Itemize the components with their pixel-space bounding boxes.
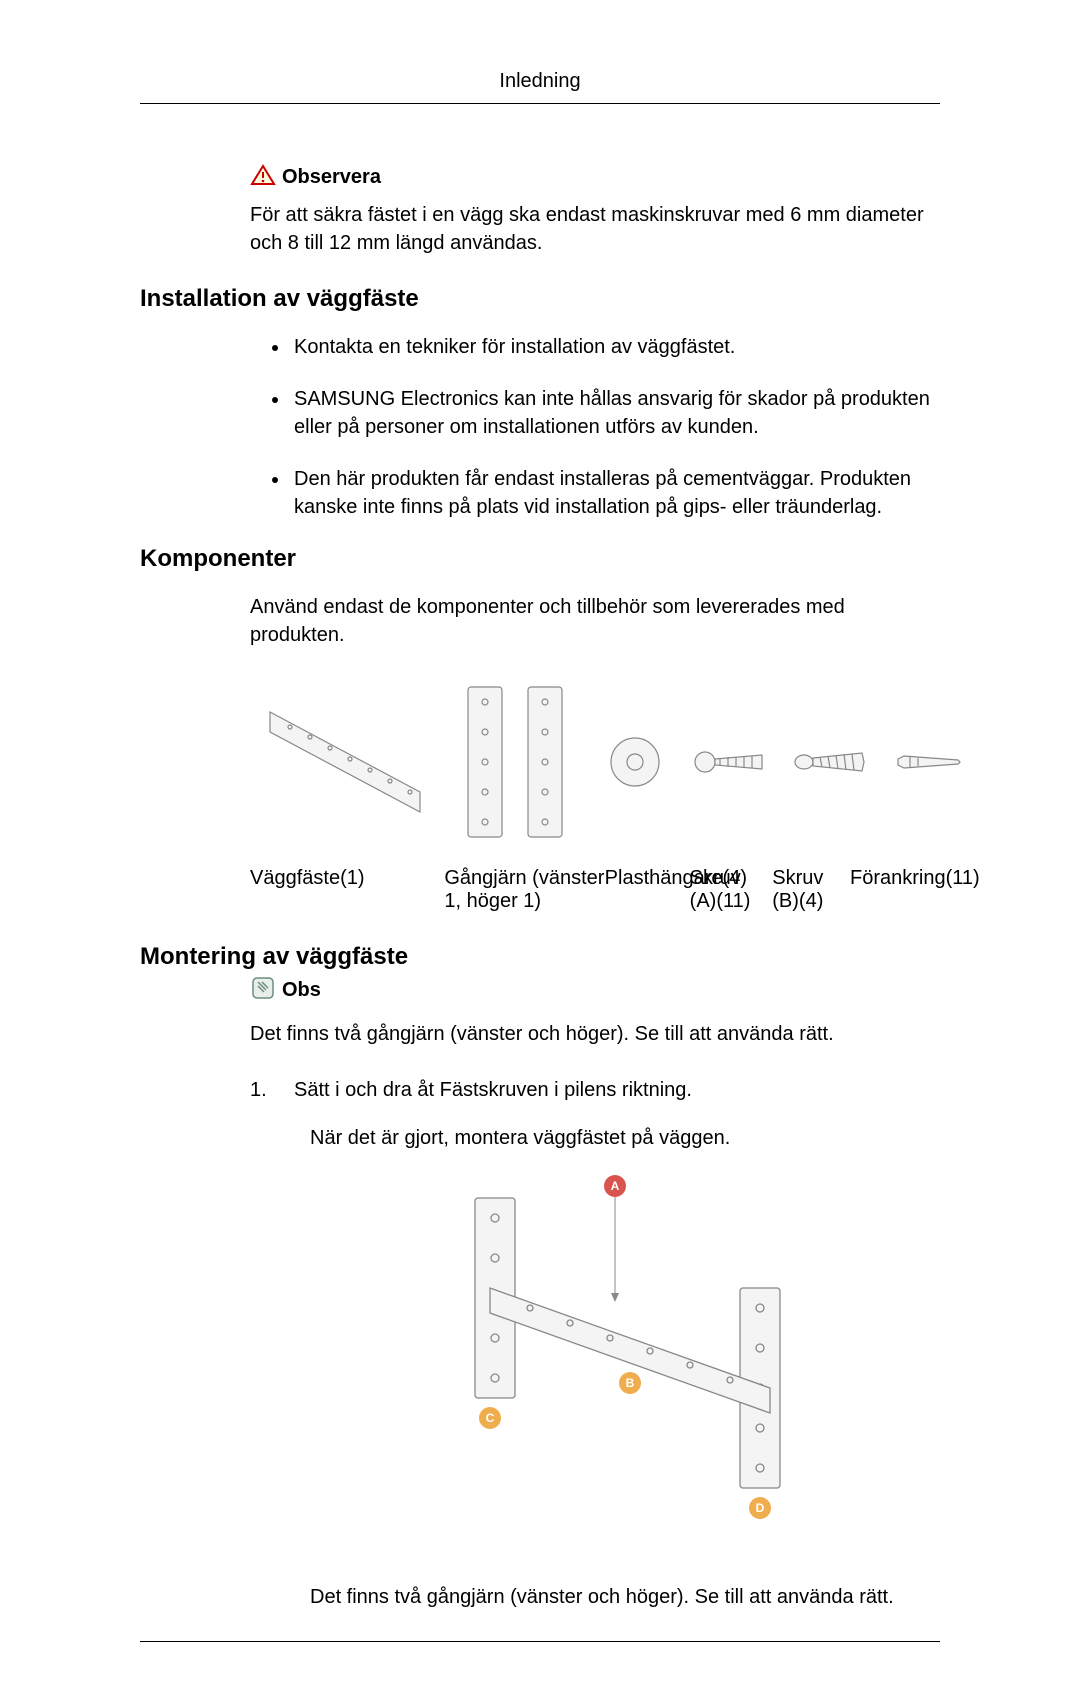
observera-text: För att säkra fästet i en vägg ska endas… — [250, 201, 940, 257]
install-title: Installation av väggfäste — [140, 285, 940, 313]
svg-text:D: D — [756, 1501, 765, 1515]
obs-label: Obs — [282, 979, 321, 1002]
note-icon — [250, 975, 276, 1006]
obs-text: Det finns två gångjärn (vänster och höge… — [250, 1020, 940, 1048]
hanger-label: Plasthängare(4) — [605, 867, 690, 913]
screw-b-icon — [790, 742, 870, 782]
step-footer-text: Det finns två gångjärn (vänster och höge… — [310, 1583, 940, 1611]
observera-heading: Observera — [250, 164, 940, 191]
bullet-item: Kontakta en tekniker för installation av… — [290, 333, 940, 361]
bracket-label: Väggfäste(1) — [250, 867, 444, 913]
warning-icon — [250, 164, 276, 191]
hinge-label: Gångjärn (vänster 1, höger 1) — [444, 867, 604, 913]
step-subtext: När det är gjort, montera väggfästet på … — [310, 1124, 940, 1152]
screw-a-label: Skruv (A)(11) — [690, 867, 773, 913]
screw-a-icon — [690, 742, 770, 782]
svg-text:B: B — [626, 1376, 635, 1390]
screw-b-label: Skruv (B)(4) — [772, 867, 850, 913]
mount-title: Montering av väggfäste — [140, 943, 940, 971]
svg-text:C: C — [486, 1411, 495, 1425]
page-header: Inledning — [140, 70, 940, 104]
components-intro: Använd endast de komponenter och tillbeh… — [250, 593, 940, 649]
hanger-icon — [600, 732, 670, 792]
assembly-figure: A B C D — [420, 1158, 940, 1553]
step-1: 1. Sätt i och dra åt Fästskruven i pilen… — [250, 1076, 940, 1104]
bullet-item: Den här produkten får endast installeras… — [290, 465, 940, 521]
bracket-icon — [250, 682, 430, 842]
hinge-icon — [450, 677, 580, 847]
anchor-label: Förankring(11) — [850, 867, 940, 913]
step-text: Sätt i och dra åt Fästskruven i pilens r… — [294, 1076, 692, 1104]
component-images-row — [250, 677, 940, 847]
svg-text:A: A — [611, 1179, 620, 1193]
page: Inledning Observera För att säkra fästet… — [0, 0, 1080, 1702]
install-bullets: Kontakta en tekniker för installation av… — [290, 333, 940, 521]
bullet-item: SAMSUNG Electronics kan inte hållas ansv… — [290, 385, 940, 441]
footer-rule — [140, 1641, 940, 1642]
step-number: 1. — [250, 1076, 270, 1104]
components-title: Komponenter — [140, 545, 940, 573]
anchor-icon — [890, 747, 970, 777]
header-title: Inledning — [499, 70, 580, 92]
component-labels-row: Väggfäste(1) Gångjärn (vänster 1, höger … — [250, 867, 940, 913]
obs-heading: Obs — [250, 975, 940, 1006]
component-grid: Väggfäste(1) Gångjärn (vänster 1, höger … — [250, 677, 940, 913]
observera-label: Observera — [282, 166, 381, 189]
